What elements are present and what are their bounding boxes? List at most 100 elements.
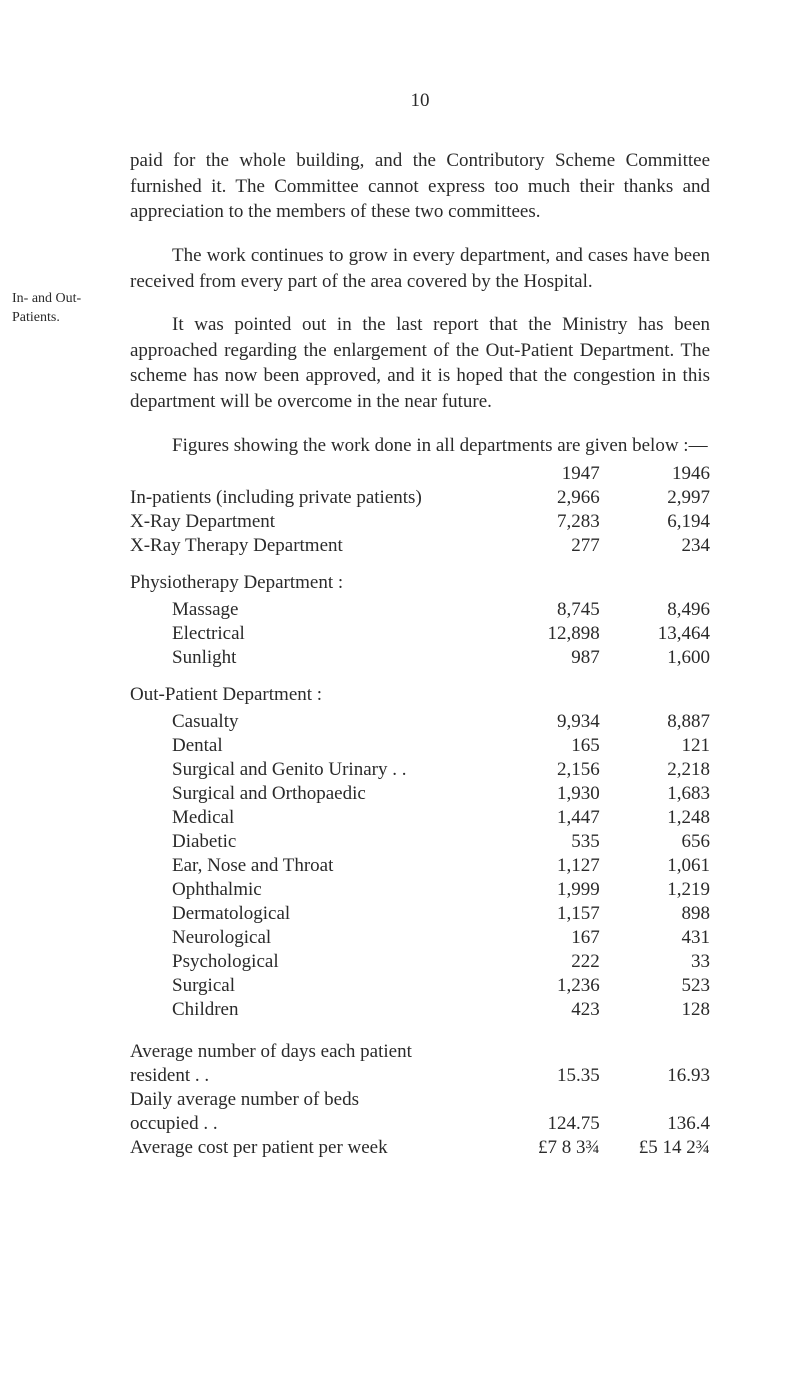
row-label: Ear, Nose and Throat xyxy=(130,854,490,878)
row-value: 13,464 xyxy=(600,622,710,646)
row-label: Electrical xyxy=(130,622,490,646)
row-value: 535 xyxy=(490,830,600,854)
row-label: Dental xyxy=(130,734,490,758)
row-label: resident . . xyxy=(130,1064,490,1088)
row-label: Children xyxy=(130,998,490,1022)
row-label: X-Ray Department xyxy=(130,510,490,534)
page-number: 10 xyxy=(130,90,710,112)
row-value: 1,219 xyxy=(600,878,710,902)
row-value: 1,600 xyxy=(600,646,710,670)
row-label: Sunlight xyxy=(130,646,490,670)
averages-table: Average number of days each patient resi… xyxy=(130,1040,710,1160)
section-heading: Physiotherapy Department : xyxy=(130,572,710,594)
row-label: Average cost per patient per week xyxy=(130,1136,490,1160)
figures-table: 1947 1946 In-patients (including private… xyxy=(130,462,710,558)
row-value: 1,683 xyxy=(600,782,710,806)
table-row: Diabetic535656 xyxy=(130,830,710,854)
table-row: Psychological22233 xyxy=(130,950,710,974)
paragraph: It was pointed out in the last report th… xyxy=(130,312,710,415)
row-value: 2,997 xyxy=(600,486,710,510)
row-label: Psychological xyxy=(130,950,490,974)
row-value: 1,248 xyxy=(600,806,710,830)
row-value: 1,236 xyxy=(490,974,600,998)
table-row: Children423128 xyxy=(130,998,710,1022)
row-label: In-patients (including private patients) xyxy=(130,486,490,510)
row-label: Ophthalmic xyxy=(130,878,490,902)
row-value: 277 xyxy=(490,534,600,558)
row-label: Neurological xyxy=(130,926,490,950)
outpatient-table: Casualty9,9348,887Dental165121Surgical a… xyxy=(130,710,710,1022)
row-value: 656 xyxy=(600,830,710,854)
table-row: Casualty9,9348,887 xyxy=(130,710,710,734)
table-row: Surgical and Genito Urinary . .2,1562,21… xyxy=(130,758,710,782)
paragraph: The work continues to grow in every depa… xyxy=(130,243,710,294)
row-label: Surgical and Orthopaedic xyxy=(130,782,490,806)
table-row: Surgical1,236523 xyxy=(130,974,710,998)
table-row: Average number of days each patient xyxy=(130,1040,710,1064)
row-value: 2,156 xyxy=(490,758,600,782)
row-value: 9,934 xyxy=(490,710,600,734)
row-label: occupied . . xyxy=(130,1112,490,1136)
row-value: 1,930 xyxy=(490,782,600,806)
row-value: 7,283 xyxy=(490,510,600,534)
row-value: 12,898 xyxy=(490,622,600,646)
row-value: 1,157 xyxy=(490,902,600,926)
row-label: Average number of days each patient xyxy=(130,1040,490,1064)
row-value: 898 xyxy=(600,902,710,926)
table-row: X-Ray Therapy Department 277 234 xyxy=(130,534,710,558)
row-value: £7 8 3¾ xyxy=(490,1136,600,1160)
row-label: Casualty xyxy=(130,710,490,734)
row-label: Surgical xyxy=(130,974,490,998)
row-value: 165 xyxy=(490,734,600,758)
row-value: £5 14 2¾ xyxy=(600,1136,710,1160)
row-value: 234 xyxy=(600,534,710,558)
row-label: Massage xyxy=(130,598,490,622)
row-value: 523 xyxy=(600,974,710,998)
table-row: X-Ray Department 7,283 6,194 xyxy=(130,510,710,534)
row-value: 15.35 xyxy=(490,1064,600,1088)
row-value: 136.4 xyxy=(600,1112,710,1136)
row-value: 8,496 xyxy=(600,598,710,622)
table-row: resident . . 15.35 16.93 xyxy=(130,1064,710,1088)
margin-note-line: In- and Out- xyxy=(12,291,81,306)
year-header: 1947 xyxy=(490,462,600,486)
row-value: 1,999 xyxy=(490,878,600,902)
table-row: occupied . . 124.75 136.4 xyxy=(130,1112,710,1136)
row-value: 222 xyxy=(490,950,600,974)
table-header-row: 1947 1946 xyxy=(130,462,710,486)
row-label: Surgical and Genito Urinary . . xyxy=(130,758,490,782)
row-value: 431 xyxy=(600,926,710,950)
row-value: 167 xyxy=(490,926,600,950)
table-row: Daily average number of beds xyxy=(130,1088,710,1112)
row-value: 987 xyxy=(490,646,600,670)
table-row: Surgical and Orthopaedic1,9301,683 xyxy=(130,782,710,806)
table-row: Sunlight 987 1,600 xyxy=(130,646,710,670)
row-value: 16.93 xyxy=(600,1064,710,1088)
row-value: 33 xyxy=(600,950,710,974)
table-row: Electrical 12,898 13,464 xyxy=(130,622,710,646)
table-row: Average cost per patient per week £7 8 3… xyxy=(130,1136,710,1160)
row-value: 1,127 xyxy=(490,854,600,878)
table-row: Massage 8,745 8,496 xyxy=(130,598,710,622)
physio-table: Massage 8,745 8,496 Electrical 12,898 13… xyxy=(130,598,710,670)
table-row: Medical1,4471,248 xyxy=(130,806,710,830)
table-row: Dental165121 xyxy=(130,734,710,758)
document-page: 10 In- and Out- Patients. paid for the w… xyxy=(0,0,800,1373)
row-value: 124.75 xyxy=(490,1112,600,1136)
row-value: 121 xyxy=(600,734,710,758)
paragraph: paid for the whole building, and the Con… xyxy=(130,148,710,225)
row-value: 8,887 xyxy=(600,710,710,734)
row-value: 2,218 xyxy=(600,758,710,782)
table-row: Neurological167431 xyxy=(130,926,710,950)
paragraph: Figures showing the work done in all dep… xyxy=(130,433,710,459)
row-value: 128 xyxy=(600,998,710,1022)
section-heading: Out-Patient Department : xyxy=(130,684,710,706)
row-value: 423 xyxy=(490,998,600,1022)
row-value: 1,447 xyxy=(490,806,600,830)
row-value: 2,966 xyxy=(490,486,600,510)
row-label: Daily average number of beds xyxy=(130,1088,490,1112)
margin-note: In- and Out- Patients. xyxy=(12,290,122,328)
margin-note-line: Patients. xyxy=(12,310,60,325)
table-row: Dermatological1,157898 xyxy=(130,902,710,926)
table-row: Ear, Nose and Throat1,1271,061 xyxy=(130,854,710,878)
